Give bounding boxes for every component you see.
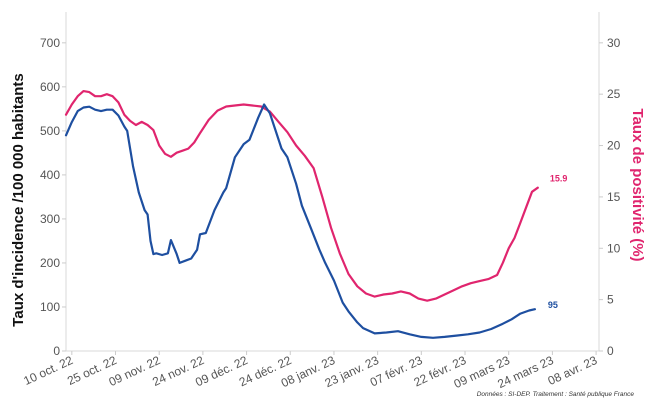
right-y-tick-label: 5 [607,293,614,307]
right-y-tick-label: 25 [607,87,621,101]
left-y-tick-label: 700 [40,36,60,50]
left-axis-title: Taux d'incidence /100 000 habitants [10,73,27,326]
data-source-caption: Données : SI-DEP. Traitement : Santé pub… [477,391,635,398]
left-y-tick-label: 100 [40,300,60,314]
right-y-ticks: 0 5 10 15 20 25 30 [599,36,621,358]
right-axis-title: Taux de positivité (%) [629,108,646,261]
left-y-tick-label: 0 [53,344,60,358]
series-line-incidence [64,103,536,339]
left-y-tick-label: 500 [40,124,60,138]
right-y-tick-label: 15 [607,190,621,204]
left-y-tick-label: 200 [40,256,60,270]
right-y-tick-label: 20 [607,139,621,153]
left-y-tick-label: 600 [40,80,60,94]
left-y-tick-label: 300 [40,212,60,226]
left-y-ticks: 0 100 200 300 400 500 600 700 [40,36,66,358]
right-y-tick-label: 30 [607,36,621,50]
right-y-tick-label: 10 [607,241,621,255]
series-end-label-incidence: 95 [548,300,558,310]
left-y-tick-label: 400 [40,168,60,182]
series-end-label-positivity: 15.9 [550,174,568,184]
right-y-tick-label: 0 [607,344,614,358]
series-line-positivity [64,90,539,302]
